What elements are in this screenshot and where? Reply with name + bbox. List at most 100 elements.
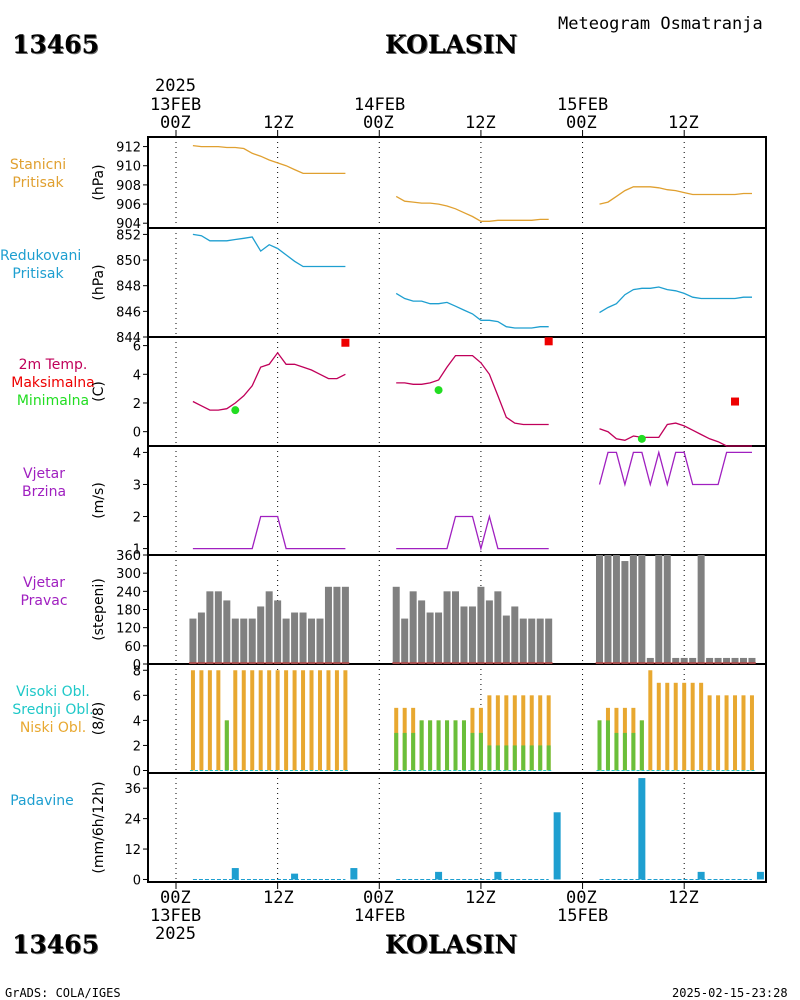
- cloud-bar: [597, 720, 602, 771]
- label-line: Visoki Obl.: [16, 684, 90, 700]
- cloud-bar: [512, 745, 517, 771]
- credit-text: GrADS: COLA/IGES: [5, 986, 121, 1000]
- wind-direction-bar: [621, 561, 629, 664]
- top-tick-1: 00Z: [160, 113, 191, 133]
- cloud-bar: [546, 745, 551, 771]
- min-temp-marker: [231, 406, 240, 415]
- cloud-bar: [326, 670, 331, 771]
- y-tick-label: 8: [133, 664, 141, 679]
- y-tick-label: 844: [116, 331, 141, 346]
- wind-direction-bar: [418, 600, 426, 664]
- cloud-bar: [605, 720, 610, 771]
- cloud-bar: [317, 670, 322, 771]
- cloud-bar: [665, 682, 670, 771]
- bottom-date-3: 15FEB: [557, 906, 609, 926]
- label-line: 2m Temp.: [18, 357, 88, 373]
- y-tick-label: 2: [133, 739, 141, 754]
- wind-direction-bar: [477, 586, 485, 664]
- y-tick-label: 4: [133, 714, 141, 729]
- cloud-bar: [716, 695, 721, 771]
- wind-direction-bar: [723, 657, 731, 664]
- wind-direction-bar: [697, 555, 705, 664]
- cloud-bar: [267, 670, 272, 771]
- bottom-date-1: 13FEB: [150, 906, 202, 926]
- cloud-bar: [258, 670, 263, 771]
- y-tick-label: 24: [124, 813, 141, 828]
- precipitation-bar: [494, 871, 502, 880]
- wind-direction-bar: [299, 612, 307, 664]
- panel-frame: [147, 227, 767, 338]
- bottom-tick-3: 00Z: [363, 888, 394, 908]
- cloud-bar: [504, 695, 509, 771]
- label-temperature: 2m Temp. Maksimalna Minimalna: [0, 356, 106, 410]
- wind-direction-bar: [460, 606, 468, 664]
- cloud-bar: [512, 695, 517, 771]
- panel-3: 0 2 4 6 (C): [91, 336, 767, 447]
- y-tick-label: 904: [116, 217, 141, 232]
- top-tick-5: 00Z: [566, 113, 597, 133]
- panel-4: 1 2 3 4 (m/s): [91, 445, 767, 558]
- precipitation-bar: [231, 868, 239, 880]
- wind-direction-bar: [748, 657, 756, 664]
- label-line: Padavine: [10, 793, 74, 809]
- precipitation-bar: [291, 873, 299, 880]
- cloud-bar: [224, 720, 229, 771]
- label-reduced-pressure: Redukovani Pritisak: [0, 247, 82, 283]
- bottom-tick-1: 00Z: [160, 888, 191, 908]
- station-pressure-line: [599, 186, 752, 205]
- bottom-date-2: 14FEB: [354, 906, 406, 926]
- unit-label: (hPa): [91, 164, 107, 200]
- wind-direction-bar: [638, 555, 646, 664]
- y-tick-label: 0: [133, 426, 141, 441]
- wind-direction-bar: [528, 618, 536, 664]
- cloud-bar: [538, 745, 543, 771]
- wind-direction-bar: [282, 618, 290, 664]
- y-tick-label: 12: [124, 843, 141, 858]
- label-clouds: Visoki Obl. Srednji Obl. Niski Obl.: [0, 683, 106, 737]
- label-line: Redukovani: [0, 248, 82, 264]
- wind-direction-bar: [706, 657, 714, 664]
- wind-direction-bar: [231, 618, 239, 664]
- cloud-bar: [690, 682, 695, 771]
- precipitation-bar: [697, 871, 705, 880]
- cloud-bar: [250, 670, 255, 771]
- wind-direction-bar: [680, 657, 688, 664]
- wind-direction-bar: [206, 591, 214, 664]
- cloud-bar: [419, 720, 424, 771]
- cloud-bar: [402, 732, 407, 771]
- cloud-bar: [216, 670, 221, 771]
- label-wind-speed: Vjetar Brzina: [0, 465, 88, 501]
- cloud-bar: [411, 732, 416, 771]
- cloud-bar: [445, 720, 450, 771]
- y-tick-label: 360: [116, 549, 141, 564]
- wind-speed-line: [598, 449, 752, 488]
- bottom-tick-5: 00Z: [566, 888, 597, 908]
- wind-direction-bar: [596, 555, 603, 664]
- precipitation-bar: [435, 871, 443, 880]
- cloud-bar: [275, 670, 280, 771]
- wind-direction-bar: [629, 555, 637, 664]
- wind-direction-bar: [392, 586, 400, 664]
- y-tick-label: 848: [116, 280, 141, 295]
- cloud-bar: [428, 720, 433, 771]
- wind-direction-bar: [324, 586, 332, 664]
- wind-direction-bar: [189, 618, 197, 664]
- wind-direction-bar: [240, 618, 248, 664]
- panel-frame: [147, 772, 767, 883]
- cloud-bar: [521, 695, 526, 771]
- cloud-bar: [334, 670, 339, 771]
- wind-direction-bar: [316, 618, 324, 664]
- temperature-line: [599, 422, 752, 447]
- cloud-bar: [707, 695, 712, 771]
- wind-direction-bar: [502, 615, 510, 664]
- bottom-tick-2: 12Z: [263, 888, 294, 908]
- cloud-bar: [487, 745, 492, 771]
- label-line: Pritisak: [12, 175, 64, 191]
- timestamp: 2025-02-15-23:28: [672, 986, 788, 1000]
- cloud-bar: [504, 745, 509, 771]
- panel-7: 0 12 24 36 (mm/6h/12h): [91, 772, 767, 888]
- wind-direction-bar: [672, 657, 680, 664]
- label-line: Pravac: [20, 593, 68, 609]
- wind-speed-line: [396, 513, 549, 552]
- y-tick-label: 0: [133, 658, 141, 673]
